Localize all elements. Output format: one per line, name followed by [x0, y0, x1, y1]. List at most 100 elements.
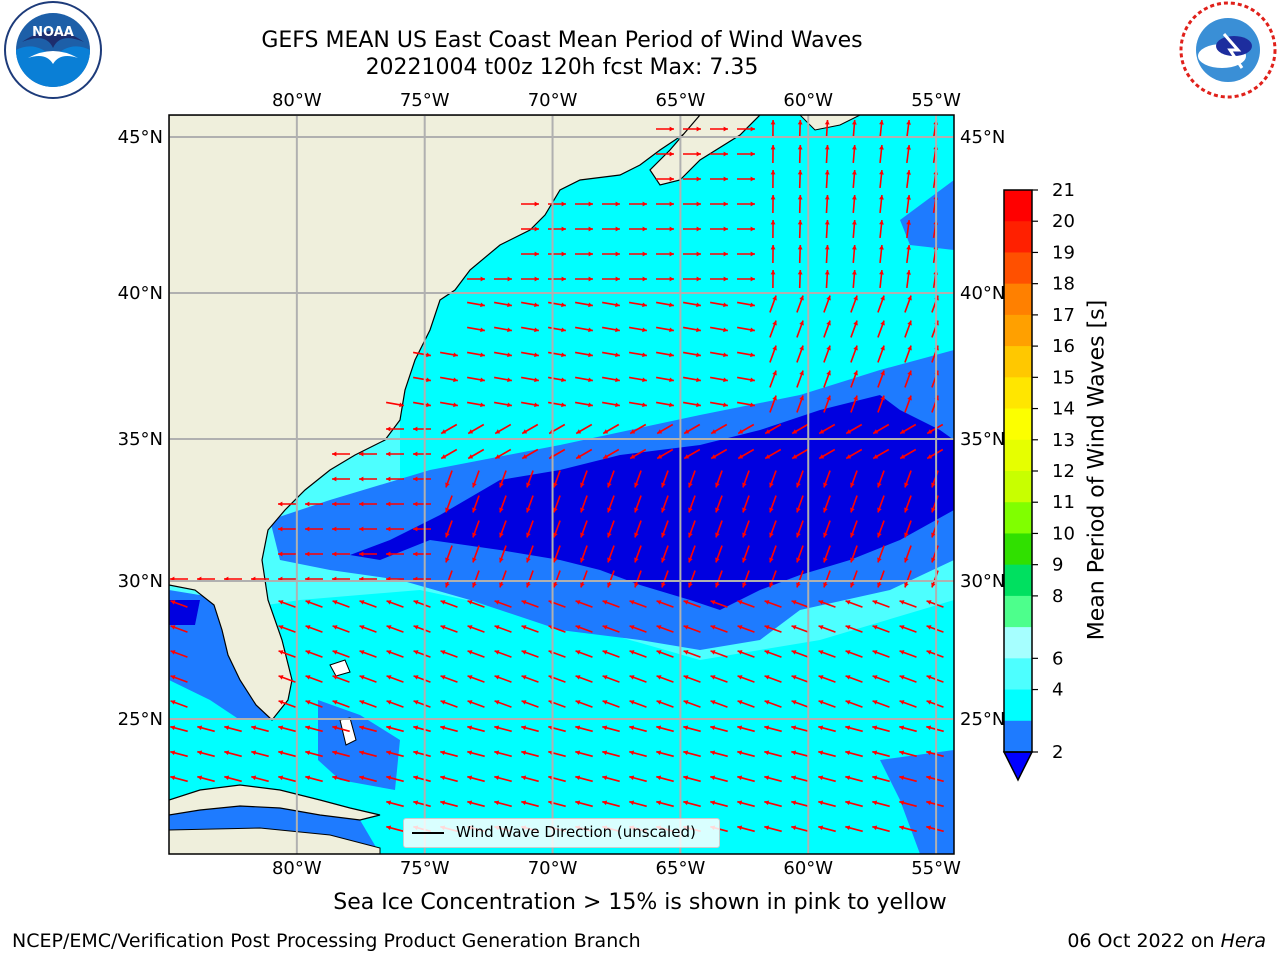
wave-direction-arrowhead	[906, 195, 911, 200]
wave-direction-arrowhead	[607, 582, 612, 588]
wave-direction-arrowhead	[656, 725, 662, 731]
wave-direction-arrowhead	[305, 600, 311, 605]
wave-direction-arrowhead	[710, 650, 716, 655]
wave-direction-arrowhead	[823, 507, 828, 513]
wave-direction-arrowhead	[683, 600, 689, 605]
wave-direction-arrowhead	[494, 650, 500, 655]
wave-direction-arrowhead	[750, 226, 755, 232]
wave-direction-arrowhead	[880, 320, 885, 326]
wave-direction-arrowhead	[715, 532, 720, 538]
wave-direction-arrowhead	[305, 650, 311, 655]
wave-direction-arrowhead	[879, 145, 884, 150]
land-caribbean-south	[169, 827, 381, 854]
wave-direction-arrowhead	[522, 454, 528, 459]
wave-direction-arrowhead	[602, 775, 608, 781]
wave-direction-arrowhead	[931, 532, 936, 538]
wave-direction-arrowhead	[824, 270, 830, 275]
wave-direction-arrowhead	[906, 270, 911, 275]
wave-direction-arrowhead	[818, 625, 824, 630]
colorbar-tick-label: 10	[1052, 523, 1075, 544]
wave-direction-arrowhead	[526, 532, 531, 538]
wave-direction-arrowhead	[683, 775, 689, 781]
colorbar-tick-label: 6	[1052, 648, 1063, 669]
wave-direction-arrowhead	[472, 532, 477, 538]
wave-direction-arrowhead	[630, 429, 636, 434]
wave-direction-arrowhead	[607, 482, 612, 488]
wave-direction-arrowhead	[534, 276, 539, 282]
wave-direction-arrowhead	[711, 429, 717, 434]
colorbar-tick-label: 16	[1052, 336, 1075, 357]
wave-direction-arrowhead	[359, 775, 365, 781]
wave-direction-arrowhead	[526, 582, 531, 588]
colorbar-tick-label: 18	[1052, 274, 1075, 295]
colorbar-tick-label: 17	[1052, 305, 1075, 326]
wave-direction-arrowhead	[634, 532, 639, 538]
lon-label-top: 80°W	[272, 90, 322, 111]
wave-direction-arrowhead	[305, 675, 311, 680]
wave-direction-arrowhead	[791, 625, 797, 630]
map-subtitle: 20221004 t00z 120h fcst Max: 7.35	[365, 55, 759, 80]
wave-direction-arrowhead	[656, 750, 662, 756]
wave-direction-arrowhead	[642, 201, 647, 207]
wave-direction-arrowhead	[850, 482, 855, 488]
lat-label-right: 30°N	[960, 571, 1005, 592]
wave-direction-arrowhead	[824, 145, 830, 150]
wave-direction-arrowhead	[440, 750, 446, 756]
wave-direction-arrowhead	[799, 295, 804, 301]
wave-direction-arrowhead	[467, 675, 473, 680]
nws-logo	[1176, 0, 1280, 104]
wave-direction-arrowhead	[494, 625, 500, 630]
wave-direction-arrowhead	[851, 245, 857, 250]
wave-direction-arrowhead	[764, 800, 770, 806]
wave-direction-arrowhead	[796, 482, 801, 488]
wave-direction-arrowhead	[480, 402, 485, 408]
wave-direction-arrowhead	[607, 507, 612, 513]
wave-direction-arrowhead	[823, 557, 828, 563]
wave-direction-arrowhead	[931, 507, 936, 513]
wave-direction-arrowhead	[413, 551, 418, 557]
wave-direction-arrowhead	[737, 600, 743, 605]
wave-direction-arrowhead	[575, 600, 581, 605]
wave-direction-arrowhead	[440, 775, 446, 781]
wave-direction-arrowhead	[576, 429, 582, 434]
wave-direction-arrowhead	[499, 532, 504, 538]
wave-direction-arrowhead	[770, 145, 776, 150]
wave-direction-arrowhead	[413, 700, 419, 705]
wave-direction-arrowhead	[772, 345, 777, 351]
wave-direction-arrowhead	[440, 650, 446, 655]
wave-direction-arrowhead	[772, 295, 777, 301]
wave-direction-arrowhead	[851, 120, 857, 125]
wave-direction-arrowhead	[440, 675, 446, 680]
wave-direction-arrowhead	[797, 195, 803, 200]
colorbar-segment	[1004, 595, 1032, 628]
wave-direction-arrowhead	[580, 582, 585, 588]
colorbar-title: Mean Period of Wind Waves [s]	[1084, 299, 1110, 641]
wave-direction-arrowhead	[872, 825, 878, 831]
wave-direction-arrowhead	[170, 775, 176, 781]
wave-direction-arrowhead	[580, 507, 585, 513]
wave-direction-arrowhead	[499, 557, 504, 563]
wave-direction-arrowhead	[818, 725, 824, 731]
wave-direction-arrowhead	[467, 725, 473, 731]
lon-label-bottom: 60°W	[783, 858, 833, 879]
wave-direction-arrowhead	[764, 650, 770, 655]
wave-direction-arrowhead	[907, 345, 912, 351]
wave-direction-arrowhead	[845, 800, 851, 806]
wave-direction-arrowhead	[791, 600, 797, 605]
wave-direction-arrowhead	[710, 600, 716, 605]
wave-direction-arrowhead	[521, 725, 527, 731]
wave-direction-arrowhead	[588, 251, 593, 257]
wave-direction-arrowhead	[683, 700, 689, 705]
wave-direction-arrowhead	[796, 532, 801, 538]
wave-direction-arrowhead	[926, 600, 932, 605]
wave-direction-arrowhead	[445, 557, 450, 563]
wave-direction-arrowhead	[872, 650, 878, 655]
wave-direction-arrowhead	[742, 557, 747, 563]
wave-direction-arrowhead	[359, 476, 364, 482]
lat-label-right: 35°N	[960, 429, 1005, 450]
wave-direction-arrowhead	[534, 327, 539, 333]
wave-direction-arrowhead	[669, 352, 674, 358]
colorbar-segment	[1004, 627, 1032, 659]
wave-direction-arrowhead	[879, 120, 884, 125]
